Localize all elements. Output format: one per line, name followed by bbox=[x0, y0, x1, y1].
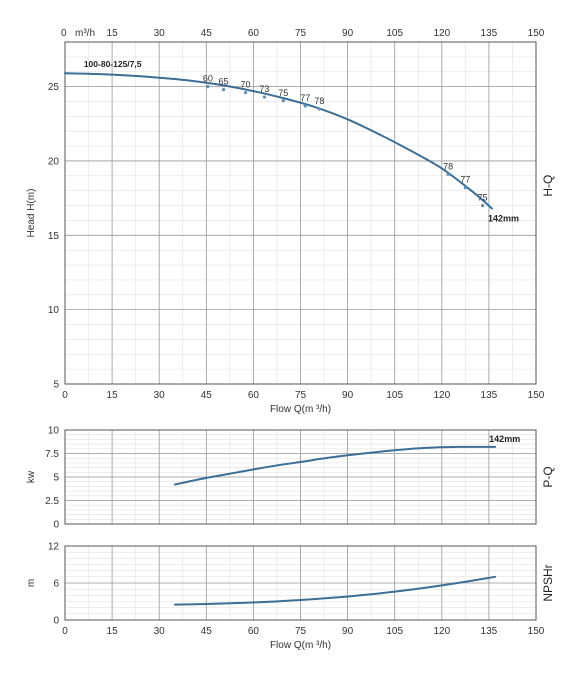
efficiency-label: 75 bbox=[278, 88, 288, 98]
plot-frame bbox=[64, 429, 537, 525]
y-axis-title: m bbox=[26, 579, 37, 587]
x-tick-label: 120 bbox=[433, 390, 450, 401]
y-tick-label: 10 bbox=[48, 426, 60, 437]
y-tick-label: 5 bbox=[53, 380, 59, 391]
x-tick-label: 150 bbox=[528, 390, 545, 401]
grid bbox=[64, 41, 537, 385]
p-q-curve bbox=[173, 445, 497, 486]
y-tick-label: 20 bbox=[48, 156, 60, 167]
plot-frame bbox=[64, 41, 537, 385]
x-tick-label: 30 bbox=[154, 390, 166, 401]
grid bbox=[64, 545, 537, 621]
efficiency-marker bbox=[243, 90, 248, 95]
top-x-tick-label: 135 bbox=[481, 28, 498, 39]
p-q-panel: 0 2.5 5 7.5 10 kw P-Q 142mm bbox=[26, 426, 555, 531]
x-tick-label: 135 bbox=[481, 390, 498, 401]
efficiency-marker bbox=[446, 172, 450, 176]
top-x-tick-label: 90 bbox=[342, 28, 354, 39]
efficiency-label: 60 bbox=[203, 74, 213, 84]
efficiency-marker bbox=[206, 85, 210, 89]
y-tick-label: 15 bbox=[48, 231, 60, 242]
x-tick-label: 105 bbox=[386, 390, 403, 401]
panel-label-npshr: NPSHr bbox=[541, 564, 555, 601]
efficiency-label: 77 bbox=[300, 93, 310, 103]
x-tick-label: 105 bbox=[386, 626, 403, 637]
h-q-curve bbox=[64, 72, 493, 210]
plot-frame bbox=[64, 545, 537, 621]
pump-model-label: 100-80-125/7,5 bbox=[84, 59, 142, 69]
top-axis-unit: m³/h bbox=[75, 28, 95, 39]
top-x-tick-label: 15 bbox=[107, 28, 119, 39]
x-axis-title: Flow Q(m ³/h) bbox=[270, 640, 331, 651]
x-tick-label: 30 bbox=[154, 626, 166, 637]
top-x-tick-label: 0 bbox=[61, 28, 67, 39]
npshr-curve bbox=[173, 575, 497, 606]
y-tick-label: 6 bbox=[53, 579, 59, 590]
x-tick-label: 75 bbox=[295, 626, 307, 637]
top-x-tick-label: 75 bbox=[295, 28, 307, 39]
impeller-diameter-label: 142mm bbox=[489, 434, 520, 444]
top-x-tick-label: 60 bbox=[248, 28, 260, 39]
x-tick-label: 45 bbox=[201, 390, 213, 401]
x-tick-label: 60 bbox=[248, 626, 260, 637]
impeller-diameter-label: 142mm bbox=[488, 214, 519, 224]
x-tick-label: 120 bbox=[433, 626, 450, 637]
efficiency-label: 70 bbox=[241, 80, 251, 90]
x-tick-label: 90 bbox=[342, 626, 354, 637]
x-tick-label: 150 bbox=[528, 626, 545, 637]
efficiency-marker bbox=[463, 186, 467, 190]
y-tick-label: 10 bbox=[48, 305, 60, 316]
x-tick-label: 90 bbox=[342, 390, 354, 401]
x-tick-label: 0 bbox=[62, 626, 68, 637]
efficiency-marker bbox=[317, 107, 321, 111]
top-x-tick-label: 105 bbox=[386, 28, 403, 39]
y-tick-label: 7.5 bbox=[45, 449, 59, 460]
efficiency-marker bbox=[281, 99, 285, 103]
panel-label-hq: H-Q bbox=[541, 175, 555, 197]
y-tick-label: 0 bbox=[53, 520, 59, 531]
efficiency-marker bbox=[262, 95, 266, 99]
x-tick-label: 0 bbox=[62, 390, 68, 401]
efficiency-marker bbox=[481, 203, 485, 208]
top-x-tick-label: 120 bbox=[433, 28, 450, 39]
x-tick-label: 45 bbox=[201, 626, 213, 637]
efficiency-label: 75 bbox=[478, 193, 488, 203]
efficiency-label: 73 bbox=[259, 84, 269, 94]
efficiency-label: 78 bbox=[314, 96, 324, 106]
efficiency-label: 78 bbox=[443, 161, 453, 171]
x-tick-label: 60 bbox=[248, 390, 260, 401]
top-x-tick-label: 45 bbox=[201, 28, 213, 39]
top-x-tick-label: 150 bbox=[528, 28, 545, 39]
y-tick-label: 25 bbox=[48, 82, 60, 93]
efficiency-label: 65 bbox=[219, 77, 229, 87]
y-tick-label: 2.5 bbox=[45, 496, 59, 507]
top-x-tick-label: 30 bbox=[154, 28, 166, 39]
y-axis-title: kw bbox=[26, 470, 37, 483]
y-axis-title: Head H(m) bbox=[26, 189, 37, 238]
x-tick-label: 15 bbox=[107, 626, 119, 637]
y-tick-label: 0 bbox=[53, 616, 59, 627]
efficiency-marker bbox=[221, 88, 226, 92]
y-tick-label: 12 bbox=[48, 542, 60, 553]
efficiency-marker bbox=[303, 104, 307, 108]
grid bbox=[64, 429, 537, 525]
x-tick-label: 75 bbox=[295, 390, 307, 401]
x-axis-title: Flow Q(m ³/h) bbox=[270, 404, 331, 415]
x-tick-label: 15 bbox=[107, 390, 119, 401]
y-tick-label: 5 bbox=[53, 473, 59, 484]
panel-label-pq: P-Q bbox=[541, 466, 555, 487]
efficiency-label: 77 bbox=[460, 175, 470, 185]
x-tick-label: 135 bbox=[481, 626, 498, 637]
